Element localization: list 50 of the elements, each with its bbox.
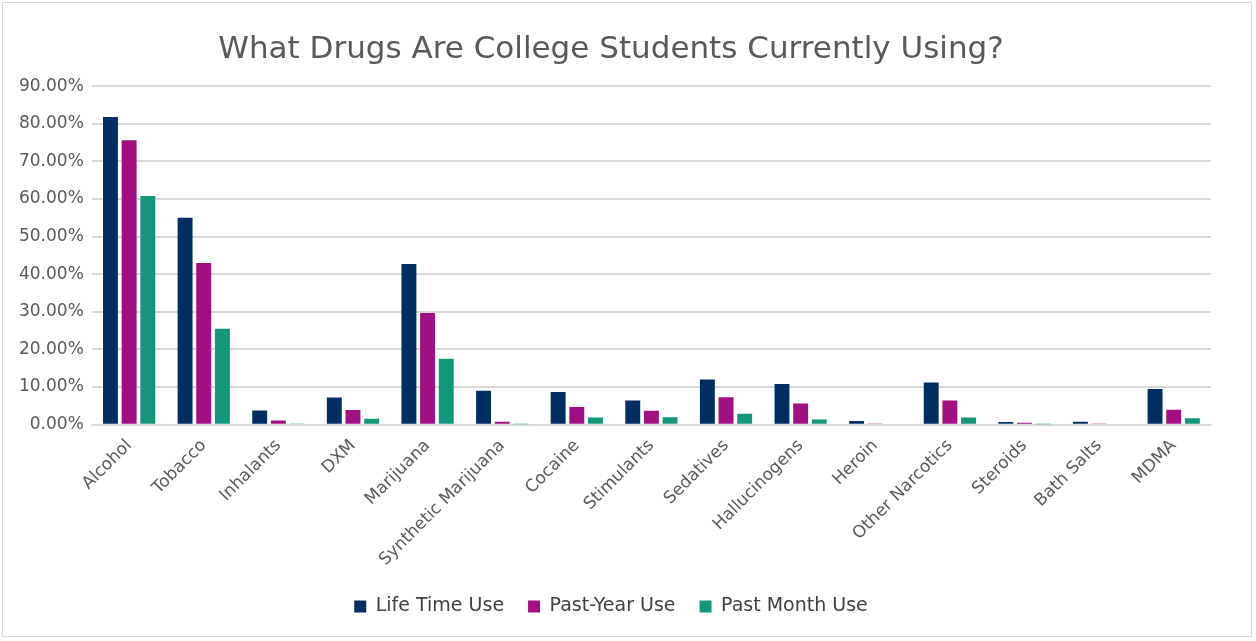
bar bbox=[1147, 388, 1163, 424]
y-tick-label: 40.00% bbox=[18, 262, 84, 283]
bar bbox=[196, 262, 212, 424]
bar bbox=[923, 382, 939, 424]
bar bbox=[774, 384, 790, 424]
bar bbox=[121, 140, 137, 424]
bar bbox=[811, 419, 827, 424]
bar bbox=[438, 358, 454, 424]
bar bbox=[625, 400, 641, 424]
bar bbox=[345, 410, 361, 424]
bar bbox=[737, 413, 753, 424]
bar bbox=[140, 196, 156, 424]
y-tick-label: 60.00% bbox=[18, 187, 84, 208]
y-tick-label: 10.00% bbox=[18, 375, 84, 396]
bar bbox=[718, 397, 734, 424]
chart-title: What Drugs Are College Students Currently Using? bbox=[218, 28, 1004, 65]
y-tick-label: 20.00% bbox=[18, 337, 84, 358]
bar bbox=[401, 264, 417, 424]
bar bbox=[1072, 421, 1088, 424]
bar bbox=[1184, 418, 1200, 424]
bar bbox=[662, 417, 678, 424]
bar bbox=[961, 417, 976, 424]
bar bbox=[1166, 409, 1182, 424]
bar bbox=[587, 417, 603, 424]
bar bbox=[214, 328, 230, 424]
bar bbox=[643, 410, 659, 424]
bar bbox=[569, 407, 585, 424]
bar bbox=[942, 400, 958, 424]
bar bbox=[420, 312, 436, 424]
legend-label: Past Month Use bbox=[721, 593, 868, 616]
legend-label: Past-Year Use bbox=[549, 593, 676, 616]
legend-label: Life Time Use bbox=[375, 593, 505, 616]
bar bbox=[494, 421, 510, 424]
y-tick-label: 70.00% bbox=[18, 149, 84, 170]
bar bbox=[550, 391, 566, 424]
bar bbox=[699, 379, 715, 424]
bar bbox=[270, 420, 286, 424]
bar bbox=[326, 397, 342, 424]
bar bbox=[103, 117, 118, 424]
bar bbox=[476, 390, 491, 424]
bar bbox=[177, 217, 193, 424]
bar bbox=[252, 410, 268, 424]
bar bbox=[364, 418, 380, 424]
y-tick-label: 90.00% bbox=[18, 74, 84, 95]
y-tick-label: 30.00% bbox=[18, 300, 84, 321]
y-tick-label: 50.00% bbox=[18, 225, 84, 246]
bar bbox=[849, 420, 865, 424]
bar bbox=[793, 403, 809, 424]
y-tick-label: 80.00% bbox=[18, 112, 84, 133]
y-tick-label: 0.00% bbox=[29, 413, 84, 434]
